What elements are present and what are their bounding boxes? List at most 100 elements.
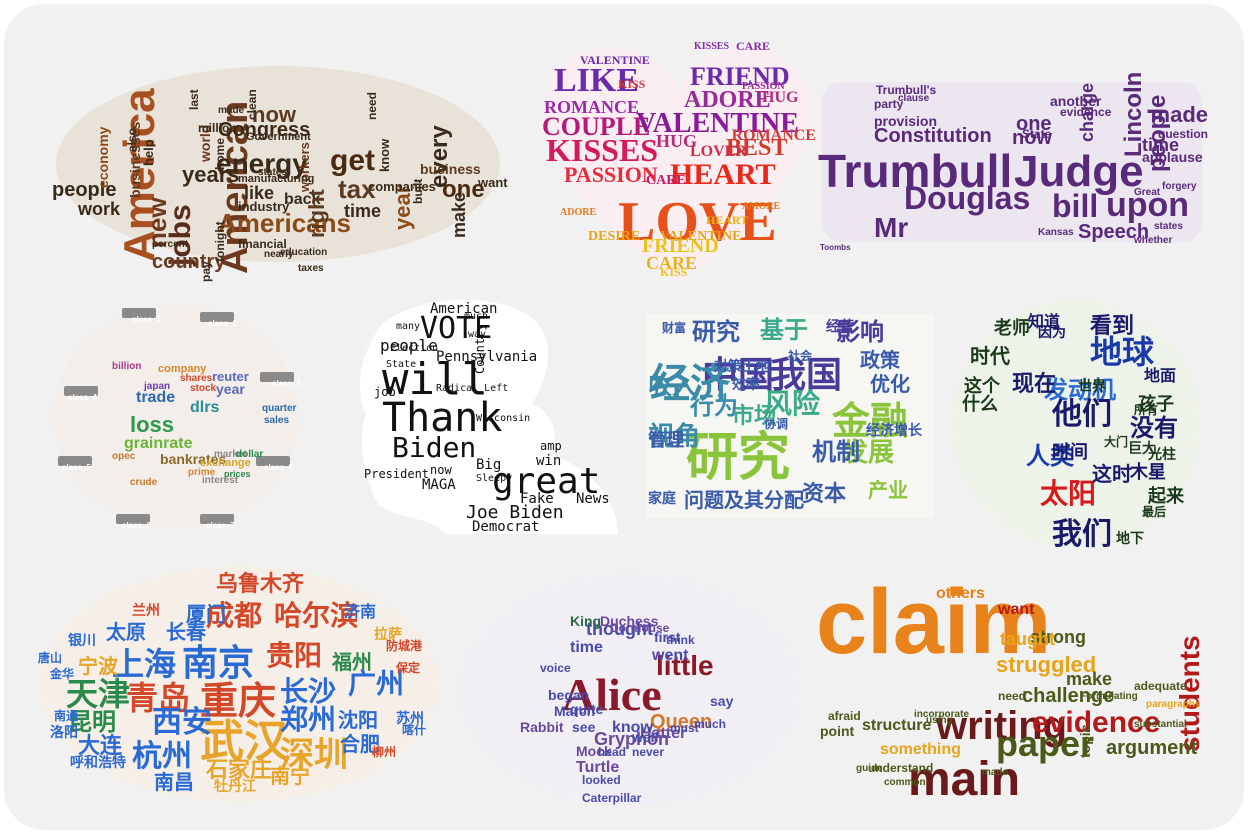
cloud-word: American — [430, 301, 498, 317]
cloud-word: company — [158, 363, 207, 375]
cloud-word: 我国 — [770, 355, 843, 396]
cloud-word: Americans — [218, 208, 351, 238]
cloud-word: 财富 — [662, 321, 687, 335]
cloud-word: little — [656, 650, 714, 681]
cloud-word: Great — [1134, 187, 1161, 198]
cloud-word: March — [554, 703, 596, 719]
cloud-word: 上海 — [112, 645, 177, 683]
cloud-word: 这时 — [1092, 462, 1132, 486]
cloud-word: 巨大 — [1128, 441, 1156, 457]
class-region-shape — [54, 304, 298, 528]
cloud-word: ROMANCE — [731, 127, 816, 144]
cloud-word: structure — [862, 717, 932, 734]
cloud-word: shares — [180, 373, 213, 384]
chinese-economics-word-cloud: 研究 中国 我国 金融 经济 风险 市场 发展 机制 影响 基于 研究 政策 优化 资本 问题及其分配 视角 行为… — [646, 314, 934, 518]
cloud-word: billion — [112, 361, 142, 372]
cloud-word: like — [244, 183, 275, 203]
cloud-word: ROMANCE — [544, 97, 639, 117]
cloud-word: people — [380, 336, 438, 355]
cloud-word: class_6 — [122, 521, 151, 530]
cloud-word: others — [936, 585, 985, 602]
cloud-word: people — [52, 179, 117, 201]
cloud-word: voice — [540, 661, 571, 675]
cloud-word: Congress — [218, 119, 311, 141]
cloud-word: thought — [586, 619, 653, 639]
cloud-word: bankrates — [160, 451, 227, 467]
cloud-word: party — [874, 97, 904, 111]
cloud-word: class_1 — [272, 379, 301, 388]
cloud-word: 产业 — [868, 478, 908, 502]
cloud-word: Rabbit — [520, 719, 564, 735]
cloud-word: upon — [1106, 186, 1190, 224]
cloud-word: make — [1066, 669, 1113, 689]
cloud-word: class_5 — [62, 463, 91, 472]
cloud-word: know — [377, 138, 392, 172]
cloud-word: 兰州 — [132, 603, 160, 619]
cloud-word: need — [998, 689, 1027, 703]
cloud-word: substantial — [1134, 719, 1187, 730]
cloud-word: clean — [245, 89, 259, 120]
cloud-word: 行为 — [690, 392, 738, 420]
cloud-word: must — [670, 721, 699, 735]
cloud-word: 乌鲁木齐 — [216, 572, 305, 597]
cloud-word: 最后 — [1142, 505, 1167, 519]
cloud-word: reuter — [212, 369, 249, 384]
cloud-word: VALENTINE — [636, 108, 799, 139]
cloud-word: common — [884, 777, 926, 788]
cloud-word: 柳州 — [372, 745, 397, 759]
cloud-word: 研究 — [686, 428, 791, 488]
cloud-word: ADORE — [684, 87, 771, 113]
cloud-word: 合肥 — [340, 732, 380, 756]
cloud-word: class_3 — [132, 315, 161, 324]
cloud-word: FRIEND — [690, 62, 790, 91]
cloud-word: states — [1154, 221, 1183, 232]
cloud-word: tonight — [213, 221, 227, 262]
cloud-word: industry — [238, 199, 290, 214]
cloud-word: opec — [112, 451, 136, 462]
cloud-word: years — [182, 162, 240, 187]
cloud-word: want — [998, 601, 1035, 618]
cloud-word: 市场 — [732, 404, 777, 429]
cloud-word: win — [536, 453, 562, 469]
cloud-word: 成都 — [206, 599, 263, 632]
cloud-word: 济南 — [344, 602, 377, 621]
cloud-word: much — [694, 717, 727, 731]
cloud-word: home — [213, 137, 227, 170]
cloud-word: 时代 — [970, 344, 1010, 368]
cloud-word: work — [78, 199, 121, 219]
cloud-word: 金融 — [832, 399, 909, 443]
cloud-word: CARE — [736, 39, 771, 53]
cloud-word: made — [218, 105, 245, 116]
cloud-word: 地下 — [1116, 531, 1144, 547]
cloud-word: Duchess — [600, 613, 659, 629]
cloud-word: 对策 — [714, 359, 742, 375]
cloud-word: VALENTINE — [660, 229, 742, 244]
cloud-word: 深圳 — [280, 735, 348, 775]
cloud-word: time — [570, 639, 603, 656]
cloud-word: 所有 — [1134, 403, 1159, 417]
cloud-word: KISS — [660, 265, 688, 279]
cloud-word: 资本 — [802, 482, 847, 507]
cloud-word: 什么 — [962, 394, 998, 415]
cloud-word: made — [982, 767, 1009, 778]
cloud-word: 郑州 — [280, 703, 337, 736]
rect-shape — [816, 572, 1208, 808]
cloud-word: made — [1150, 102, 1208, 127]
cloud-word: 发展 — [842, 438, 895, 468]
cloud-word: 贵阳 — [266, 639, 323, 672]
love-heart-word-cloud: LOVE HEART KISSES PASSION COUPLE VALENTINE LIK… — [540, 34, 816, 290]
cloud-word: 收入 — [648, 372, 696, 400]
cloud-word: 防城港 — [386, 639, 423, 653]
cloud-word: State — [1022, 127, 1052, 141]
cloud-word: KISSES — [546, 132, 659, 168]
cloud-word: AMORE — [742, 201, 781, 212]
cloud-word: 金华 — [50, 667, 75, 681]
cloud-word: PASSION — [564, 162, 658, 187]
trump-silhouette-word-cloud: will Thank VOTE Biden great Joe Biden people Pe… — [326, 294, 626, 540]
cloud-word: class_8 — [264, 463, 293, 472]
cloud-word: CARE — [646, 173, 686, 188]
cloud-word: Constitution — [874, 125, 992, 147]
cloud-word: 效率 — [732, 377, 760, 393]
cloud-word: 风险 — [764, 387, 821, 420]
cloud-word: taught — [1000, 629, 1055, 649]
